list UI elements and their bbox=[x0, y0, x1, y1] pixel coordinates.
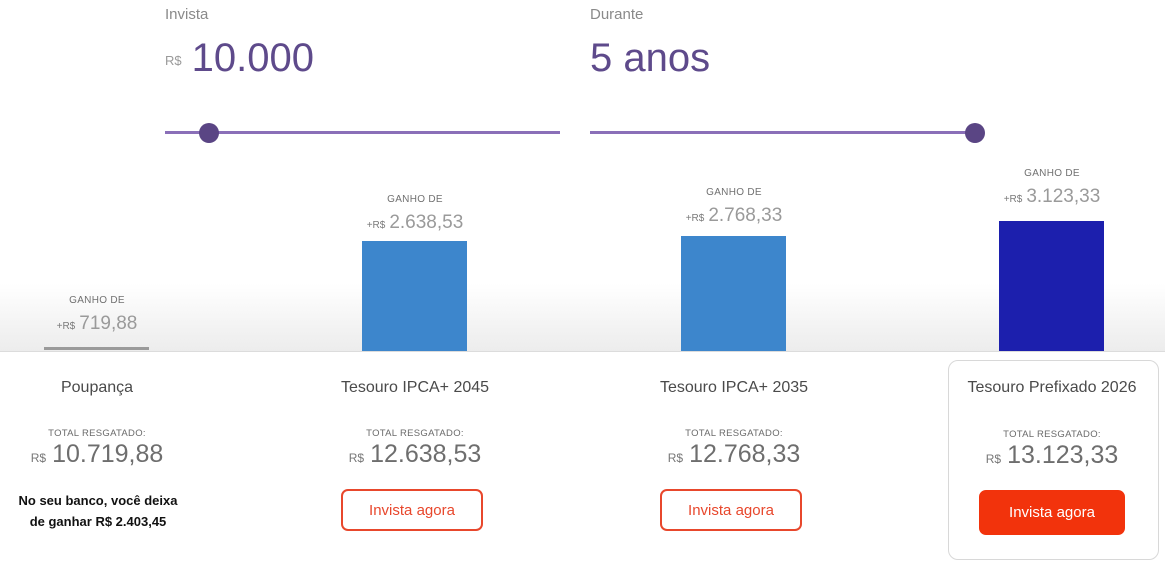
gain-amount: +R$ 3.123,33 bbox=[937, 186, 1165, 208]
total-label: TOTAL RESGATADO: bbox=[366, 428, 464, 439]
total-value: 12.638,53 bbox=[370, 440, 482, 468]
total-prefix: R$ bbox=[985, 452, 1002, 466]
gain-prefix: +R$ bbox=[56, 321, 76, 332]
total-label: TOTAL RESGATADO: bbox=[1003, 429, 1101, 440]
gain-value: 3.123,33 bbox=[1026, 186, 1101, 207]
amount-currency-prefix: R$ bbox=[165, 53, 182, 68]
amount-value-row: R$ 10.000 bbox=[165, 36, 314, 81]
total-amount: R$ 10.719,88 bbox=[0, 440, 212, 469]
bank-loss-note: No seu banco, você deixa de ganhar R$ 2.… bbox=[0, 490, 196, 532]
total-amount: R$ 13.123,33 bbox=[937, 441, 1165, 470]
gain-caption: GANHO DE bbox=[706, 187, 762, 198]
gain-bar bbox=[681, 236, 786, 351]
total-label: TOTAL RESGATADO: bbox=[685, 428, 783, 439]
bank-note-line-1: No seu banco, você deixa bbox=[18, 493, 178, 508]
total-amount: R$ 12.768,33 bbox=[619, 440, 849, 469]
gain-bar bbox=[999, 221, 1104, 351]
gain-prefix: +R$ bbox=[366, 220, 386, 231]
gain-caption: GANHO DE bbox=[387, 194, 443, 205]
bank-note-line-2: de ganhar R$ 2.403,45 bbox=[29, 514, 167, 529]
total-prefix: R$ bbox=[30, 451, 47, 465]
gain-prefix: +R$ bbox=[685, 213, 705, 224]
gain-value: 2.638,53 bbox=[389, 212, 464, 233]
investment-name: Tesouro Prefixado 2026 bbox=[967, 379, 1137, 396]
gain-value: 719,88 bbox=[79, 313, 138, 334]
chart-background bbox=[0, 200, 1165, 352]
gain-amount: +R$ 719,88 bbox=[0, 313, 212, 335]
invest-now-button-primary[interactable]: Invista agora bbox=[979, 490, 1125, 535]
total-value: 10.719,88 bbox=[52, 440, 164, 468]
investment-name: Tesouro IPCA+ 2035 bbox=[659, 379, 809, 396]
total-prefix: R$ bbox=[667, 451, 684, 465]
invest-now-button[interactable]: Invista agora bbox=[660, 489, 802, 531]
gain-value: 2.768,33 bbox=[708, 205, 783, 226]
total-amount: R$ 12.638,53 bbox=[300, 440, 530, 469]
amount-slider-thumb[interactable] bbox=[199, 123, 219, 143]
invest-now-button[interactable]: Invista agora bbox=[341, 489, 483, 531]
gain-bar bbox=[362, 241, 467, 351]
gain-amount: +R$ 2.638,53 bbox=[300, 212, 530, 234]
investment-name: Poupança bbox=[60, 379, 134, 396]
gain-prefix: +R$ bbox=[1003, 194, 1023, 205]
amount-value: 10.000 bbox=[191, 36, 314, 80]
total-value: 13.123,33 bbox=[1007, 441, 1119, 469]
investment-name: Tesouro IPCA+ 2045 bbox=[340, 379, 490, 396]
gain-caption: GANHO DE bbox=[69, 295, 125, 306]
duration-slider-track[interactable] bbox=[590, 131, 975, 134]
amount-label: Invista bbox=[165, 6, 209, 23]
gain-amount: +R$ 2.768,33 bbox=[619, 205, 849, 227]
duration-label: Durante bbox=[590, 6, 644, 23]
duration-value: 5 anos bbox=[590, 36, 711, 80]
duration-slider-thumb[interactable] bbox=[965, 123, 985, 143]
duration-value-row: 5 anos bbox=[590, 36, 710, 81]
gain-bar bbox=[44, 347, 149, 350]
total-value: 12.768,33 bbox=[689, 440, 801, 468]
total-label: TOTAL RESGATADO: bbox=[48, 428, 146, 439]
chart-baseline bbox=[0, 351, 1165, 352]
gain-caption: GANHO DE bbox=[1024, 168, 1080, 179]
total-prefix: R$ bbox=[348, 451, 365, 465]
amount-slider-track[interactable] bbox=[165, 131, 560, 134]
